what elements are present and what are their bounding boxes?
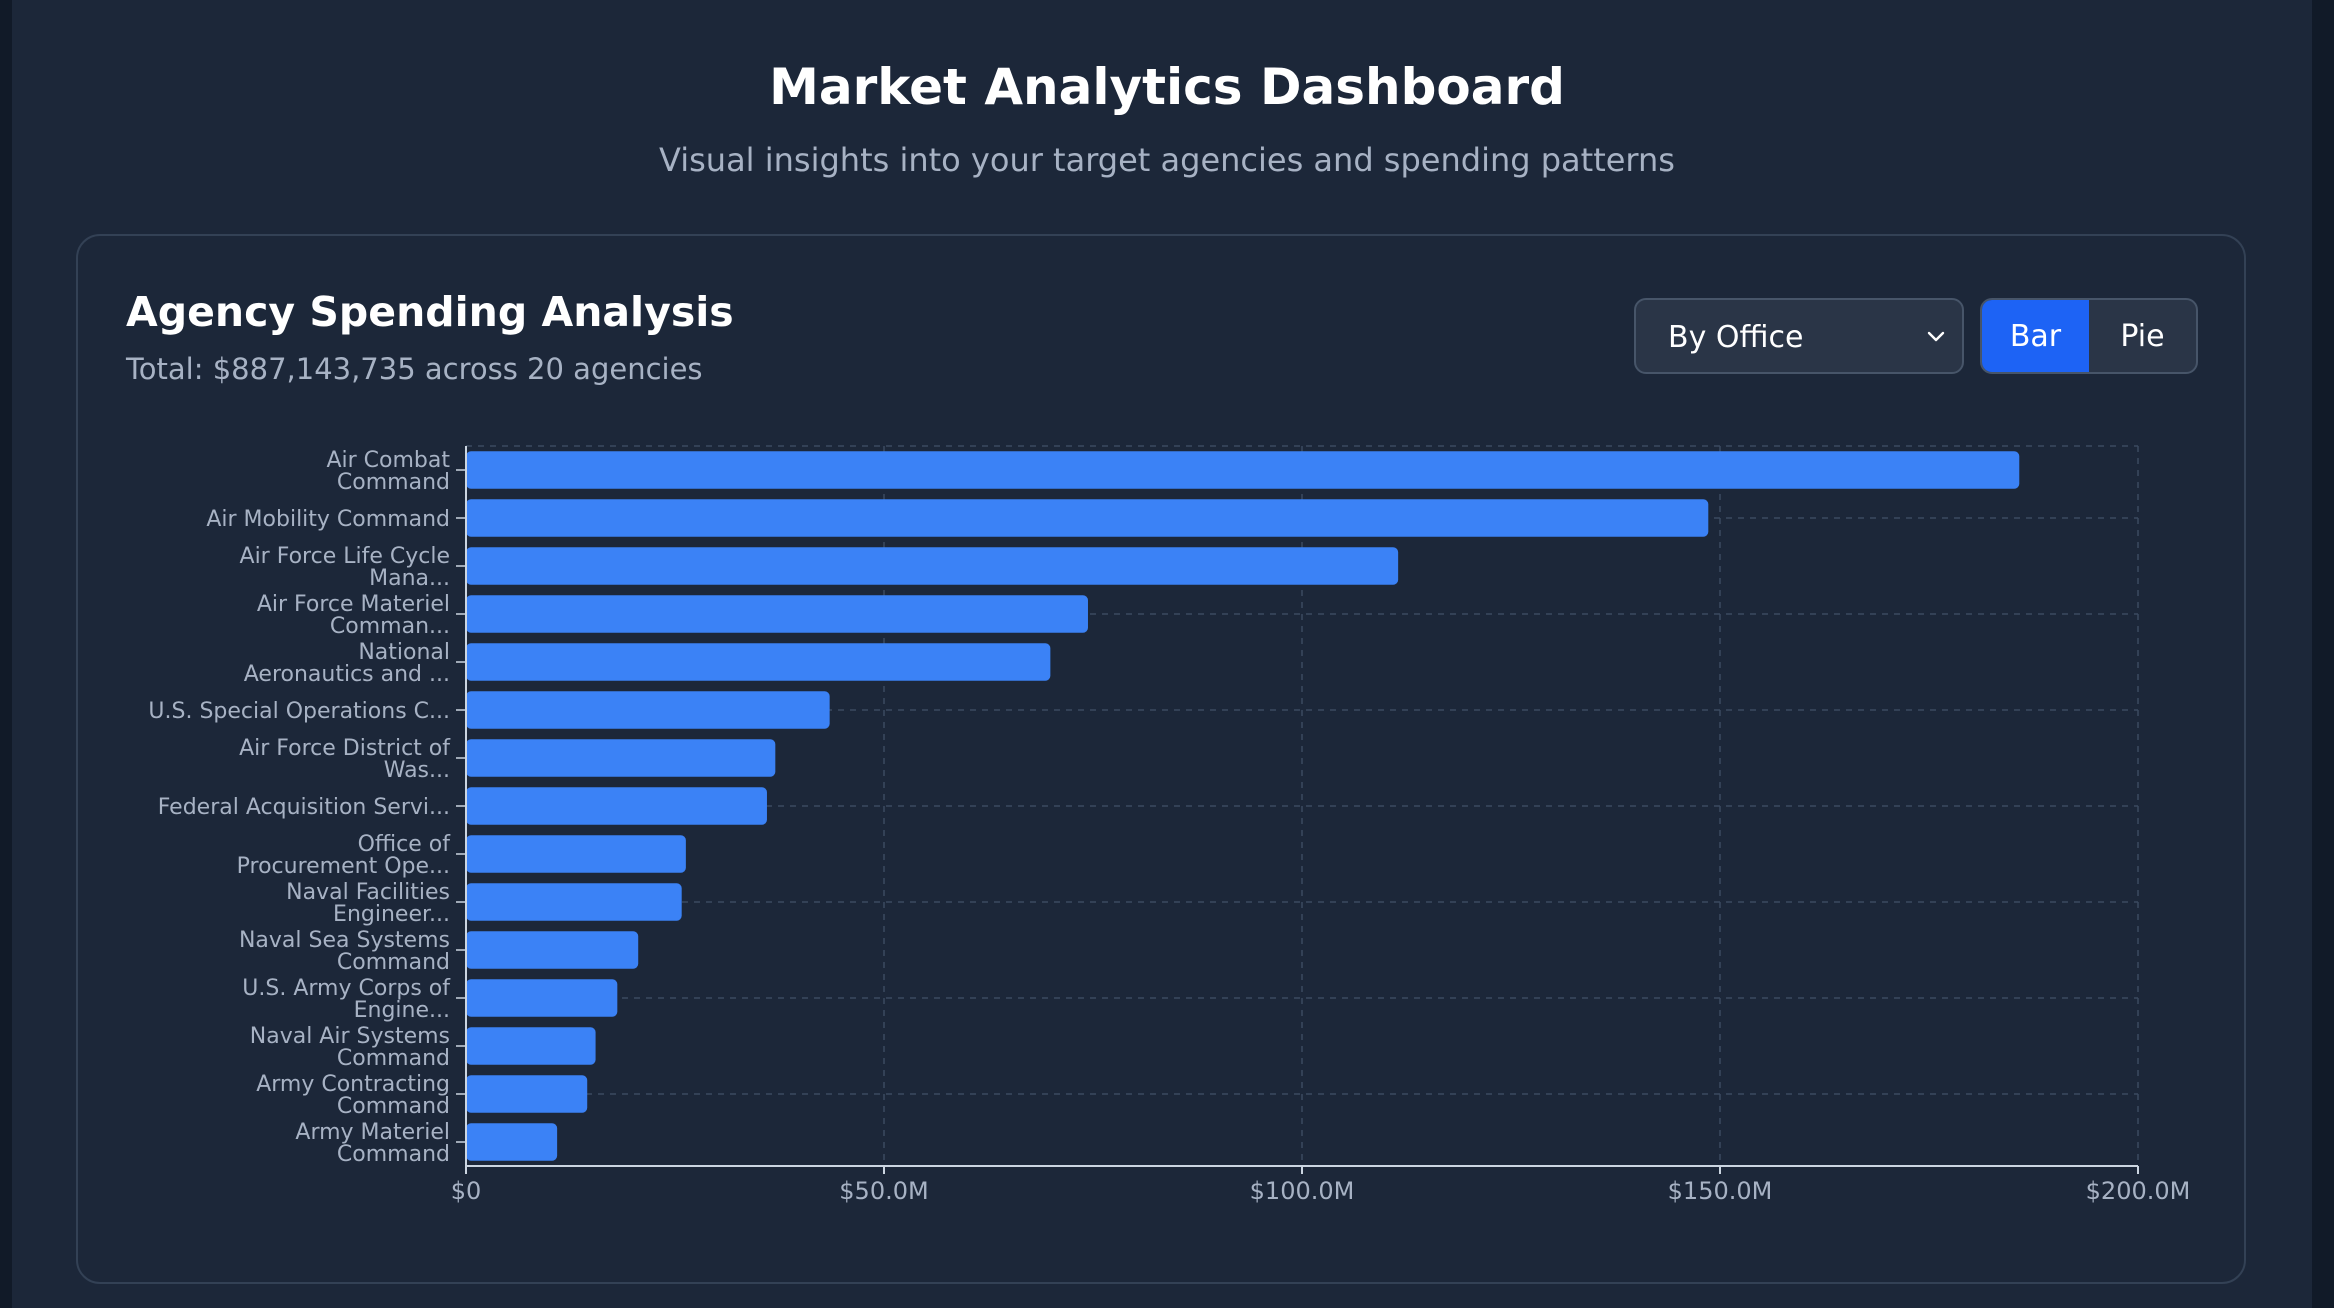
- category-label-line: Naval Air Systems: [250, 1024, 450, 1049]
- spending-summary: Total: $887,143,735 across 20 agencies: [126, 352, 703, 386]
- bar: [466, 499, 1709, 537]
- category-label: Army Contracting Command: [256, 1072, 450, 1119]
- category-label-line: Office of: [358, 832, 452, 857]
- category-label: Air Force Materiel Comman...: [257, 592, 450, 639]
- bar: [466, 883, 682, 921]
- page-title: Market Analytics Dashboard: [769, 58, 1565, 116]
- category-label: Federal Acquisition Servi...: [158, 795, 450, 820]
- category-label: Air Force District of Was...: [239, 736, 451, 783]
- bar: [466, 643, 1051, 681]
- category-label-line: Naval Facilities: [286, 880, 450, 905]
- bar: [466, 835, 686, 873]
- category-label: Army Materiel Command: [295, 1120, 450, 1167]
- category-label-line: Command: [337, 1046, 450, 1071]
- category-label: Naval Facilities Engineer...: [286, 880, 450, 927]
- category-label-line: National: [358, 640, 450, 665]
- category-label-line: Procurement Ope...: [237, 854, 450, 879]
- bar: [466, 451, 2020, 489]
- bar: [466, 931, 639, 969]
- x-tick-label: $200.0M: [2086, 1177, 2191, 1205]
- category-label-line: Air Force Materiel: [257, 592, 450, 617]
- category-label-line: Army Contracting: [256, 1072, 450, 1097]
- category-label-line: Command: [337, 1142, 450, 1167]
- pie-view-button[interactable]: Pie: [2120, 318, 2165, 354]
- category-label-line: Army Materiel: [295, 1120, 450, 1145]
- category-label-line: U.S. Army Corps of: [242, 976, 451, 1001]
- category-label-line: Mana...: [369, 566, 450, 591]
- bar: [466, 787, 767, 825]
- bar: [466, 739, 776, 777]
- x-tick-label: $50.0M: [839, 1177, 928, 1205]
- category-label-line: Comman...: [330, 614, 450, 639]
- category-label-line: Was...: [384, 758, 450, 783]
- category-label-line: Command: [337, 1094, 450, 1119]
- category-label-line: Aeronautics and ...: [244, 662, 450, 687]
- category-label: Naval Air Systems Command: [250, 1024, 450, 1071]
- bar: [466, 1123, 558, 1161]
- category-label-line: U.S. Special Operations C...: [148, 699, 450, 724]
- category-label: U.S. Special Operations C...: [148, 699, 450, 724]
- x-tick-label: $100.0M: [1250, 1177, 1355, 1205]
- left-edge: [0, 0, 12, 1308]
- category-label-line: Air Force Life Cycle: [240, 544, 450, 569]
- category-label: Air Combat Command: [326, 448, 450, 495]
- category-label: U.S. Army Corps of Engine...: [242, 976, 451, 1023]
- agency-spending-card: Agency Spending Analysis Total: $887,143…: [76, 234, 2246, 1284]
- bar: [466, 691, 830, 729]
- group-by-select[interactable]: By Office: [1634, 298, 1964, 374]
- category-label-line: Command: [337, 950, 450, 975]
- category-label-line: Air Force District of: [239, 736, 451, 761]
- category-label-line: Air Mobility Command: [206, 507, 450, 532]
- category-label: Air Force Life Cycle Mana...: [240, 544, 450, 591]
- x-tick-label: $0: [451, 1177, 482, 1205]
- chevron-down-icon: [1927, 331, 1945, 342]
- page-subtitle: Visual insights into your target agencie…: [659, 141, 1675, 179]
- card-title: Agency Spending Analysis: [126, 288, 734, 336]
- bar-view-button[interactable]: Bar: [1982, 300, 2089, 372]
- x-tick-label: $150.0M: [1668, 1177, 1773, 1205]
- category-label-line: Naval Sea Systems: [239, 928, 450, 953]
- right-edge: [2312, 0, 2334, 1308]
- category-label: National Aeronautics and ...: [244, 640, 450, 687]
- category-label-line: Command: [337, 470, 450, 495]
- bar: [466, 547, 1399, 585]
- chart-type-toggle: Bar Pie: [1980, 298, 2198, 374]
- category-label: Air Mobility Command: [206, 507, 450, 532]
- category-label-line: Engine...: [354, 998, 450, 1023]
- bar: [466, 595, 1088, 633]
- category-label-line: Engineer...: [333, 902, 450, 927]
- bar: [466, 1027, 596, 1065]
- category-label-line: Air Combat: [326, 448, 450, 473]
- category-label: Naval Sea Systems Command: [239, 928, 450, 975]
- group-by-selected-value: By Office: [1668, 320, 1804, 355]
- category-label-line: Federal Acquisition Servi...: [158, 795, 450, 820]
- bar: [466, 1075, 588, 1113]
- bar: [466, 979, 618, 1017]
- category-label: Office of Procurement Ope...: [237, 832, 452, 879]
